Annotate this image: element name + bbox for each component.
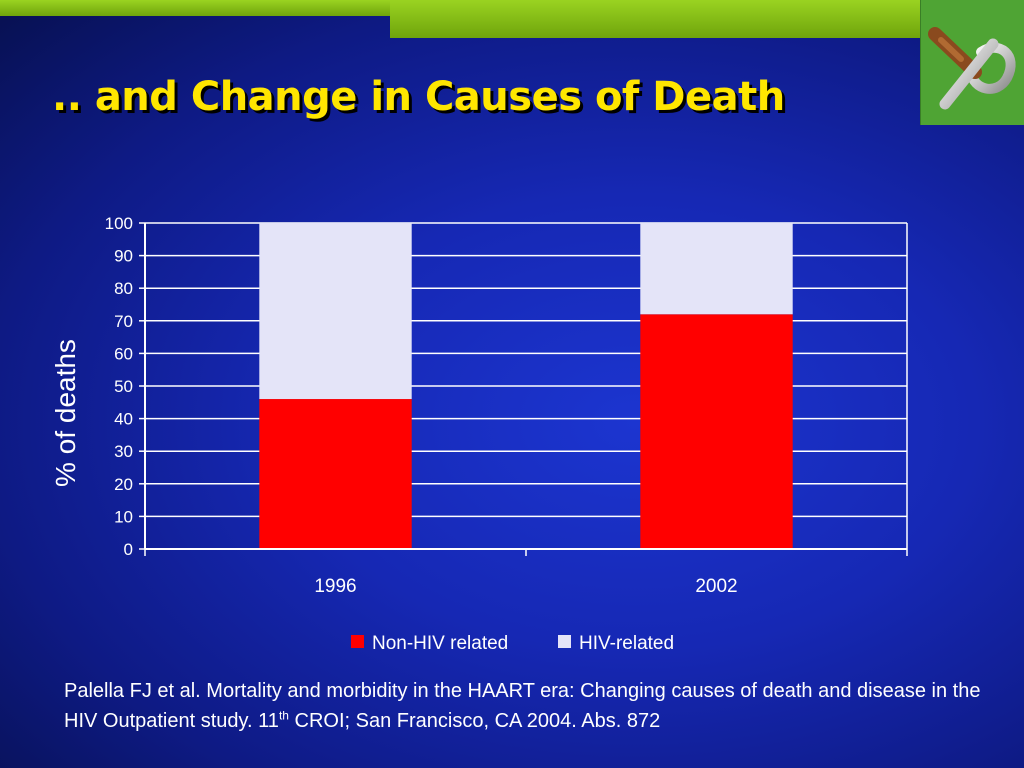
y-tick-label: 10 <box>114 507 133 526</box>
bar-segment <box>640 223 793 315</box>
legend-label: HIV-related <box>579 633 674 654</box>
y-tick-label: 40 <box>114 410 133 429</box>
bar-segment <box>259 399 412 549</box>
x-tick-label: 1996 <box>314 576 356 597</box>
y-tick-label: 100 <box>105 214 133 233</box>
y-tick-label: 20 <box>114 475 133 494</box>
no-smoking-icon <box>928 27 1016 110</box>
citation-superscript: th <box>278 708 289 723</box>
y-axis-label: % of deaths <box>50 339 81 487</box>
citation-text: Palella FJ et al. Mortality and morbidit… <box>64 680 981 732</box>
y-tick-label: 70 <box>114 312 133 331</box>
bar-segment <box>259 223 412 400</box>
y-tick-label: 80 <box>114 279 133 298</box>
axes <box>139 222 908 556</box>
x-tick-label: 2002 <box>695 576 737 597</box>
legend-label: Non-HIV related <box>372 633 508 654</box>
legend-swatch <box>558 635 571 648</box>
legend: Non-HIV related HIV-related <box>351 633 674 654</box>
slide-title: .. and Change in Causes of Death <box>52 74 785 120</box>
bars <box>259 223 793 549</box>
y-tick-label: 50 <box>114 377 133 396</box>
citation-text-end: CROI; San Francisco, CA 2004. Abs. 872 <box>288 710 661 732</box>
bar-segment <box>640 314 793 549</box>
citation: Palella FJ et al. Mortality and morbidit… <box>64 676 984 736</box>
y-tick-label: 30 <box>114 442 133 461</box>
tick-labels: 0 10 20 30 40 50 60 70 80 90 100 1996 2002 <box>105 214 738 597</box>
y-tick-label: 0 <box>124 540 133 559</box>
top-band-left <box>0 0 390 16</box>
y-tick-label: 60 <box>114 344 133 363</box>
legend-swatch <box>351 635 364 648</box>
top-band-right <box>390 0 920 38</box>
stacked-bar-chart: 0 10 20 30 40 50 60 70 80 90 100 1996 2002 % of deat… <box>50 214 908 654</box>
y-tick-label: 90 <box>114 247 133 266</box>
logo <box>920 0 1024 125</box>
